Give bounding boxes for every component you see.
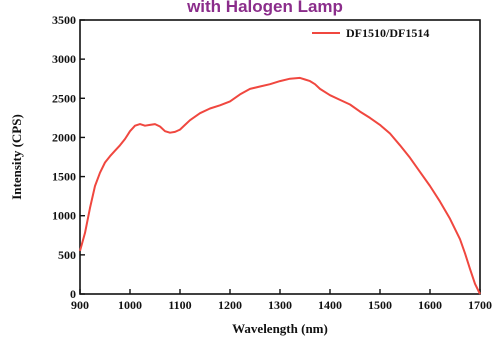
plot-frame bbox=[79, 19, 481, 295]
y-tick-label: 3000 bbox=[52, 52, 76, 66]
y-axis: 0 500 1000 1500 2000 2500 3000 3500 bbox=[52, 13, 85, 301]
y-tick-label: 3500 bbox=[52, 13, 76, 27]
x-tick-label: 1300 bbox=[268, 298, 292, 312]
x-tick-label: 1500 bbox=[368, 298, 392, 312]
plot-border bbox=[79, 19, 481, 295]
y-axis-label: Intensity (CPS) bbox=[9, 114, 24, 200]
legend-label: DF1510/DF1514 bbox=[346, 26, 429, 40]
y-tick-label: 0 bbox=[70, 287, 76, 301]
x-tick-label: 1400 bbox=[318, 298, 342, 312]
x-axis-label: Wavelength (nm) bbox=[232, 321, 328, 336]
x-tick-label: 1000 bbox=[118, 298, 142, 312]
chart-title: with Halogen Lamp bbox=[186, 0, 343, 16]
y-tick-label: 2500 bbox=[52, 91, 76, 105]
y-tick-label: 500 bbox=[58, 248, 76, 262]
y-tick-label: 2000 bbox=[52, 130, 76, 144]
x-tick-label: 1100 bbox=[168, 298, 191, 312]
y-tick-label: 1000 bbox=[52, 209, 76, 223]
y-tick-label: 1500 bbox=[52, 170, 76, 184]
x-tick-label: 1600 bbox=[418, 298, 442, 312]
x-tick-label: 1200 bbox=[218, 298, 242, 312]
x-tick-label: 900 bbox=[71, 298, 89, 312]
x-tick-label: 1700 bbox=[468, 298, 492, 312]
legend: DF1510/DF1514 bbox=[312, 26, 429, 40]
x-axis: 900 1000 1100 1200 1300 1400 1500 1600 1700 bbox=[71, 289, 492, 312]
series-line bbox=[79, 76, 481, 295]
